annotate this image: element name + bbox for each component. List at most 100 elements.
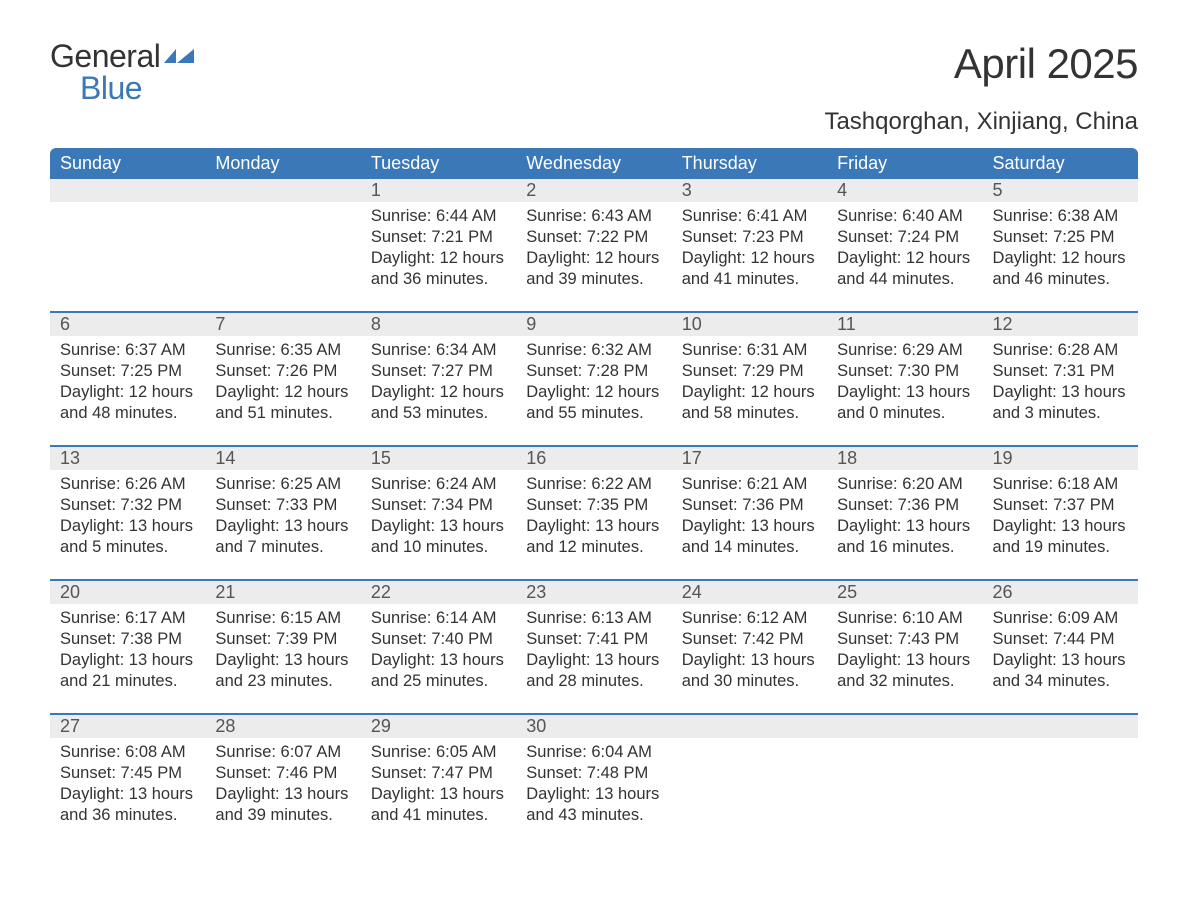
logo-word-2: Blue [80,72,194,104]
sunrise-text: Sunrise: 6:04 AM [526,742,661,763]
sunset-text: Sunset: 7:25 PM [993,227,1128,248]
sunset-text: Sunset: 7:31 PM [993,361,1128,382]
sunrise-text: Sunrise: 6:35 AM [215,340,350,361]
daylight-text: Daylight: 12 hours and 58 minutes. [682,382,817,424]
day-number-cell: 5 [983,179,1138,202]
day-details-cell: Sunrise: 6:10 AMSunset: 7:43 PMDaylight:… [827,604,982,714]
sunrise-text: Sunrise: 6:22 AM [526,474,661,495]
sunrise-text: Sunrise: 6:20 AM [837,474,972,495]
sunrise-text: Sunrise: 6:09 AM [993,608,1128,629]
day-details-cell: Sunrise: 6:22 AMSunset: 7:35 PMDaylight:… [516,470,671,580]
week-daynum-row: 13141516171819 [50,446,1138,470]
sunset-text: Sunset: 7:27 PM [371,361,506,382]
day-number-cell: 25 [827,580,982,604]
day-details-cell [50,202,205,312]
sunrise-text: Sunrise: 6:43 AM [526,206,661,227]
sunrise-text: Sunrise: 6:14 AM [371,608,506,629]
daylight-text: Daylight: 13 hours and 0 minutes. [837,382,972,424]
sunrise-text: Sunrise: 6:18 AM [993,474,1128,495]
day-number-cell: 9 [516,312,671,336]
day-details-cell [827,738,982,848]
day-details-cell: Sunrise: 6:28 AMSunset: 7:31 PMDaylight:… [983,336,1138,446]
week-daynum-row: 27282930 [50,714,1138,738]
day-number-cell: 4 [827,179,982,202]
day-number-cell: 7 [205,312,360,336]
week-details-row: Sunrise: 6:44 AMSunset: 7:21 PMDaylight:… [50,202,1138,312]
day-number-cell: 2 [516,179,671,202]
daylight-text: Daylight: 12 hours and 41 minutes. [682,248,817,290]
week-details-row: Sunrise: 6:08 AMSunset: 7:45 PMDaylight:… [50,738,1138,848]
sunset-text: Sunset: 7:39 PM [215,629,350,650]
sunset-text: Sunset: 7:21 PM [371,227,506,248]
sunset-text: Sunset: 7:48 PM [526,763,661,784]
location-subtitle: Tashqorghan, Xinjiang, China [50,108,1138,136]
day-number-cell: 19 [983,446,1138,470]
sunset-text: Sunset: 7:29 PM [682,361,817,382]
day-details-cell [672,738,827,848]
sunset-text: Sunset: 7:47 PM [371,763,506,784]
sunset-text: Sunset: 7:22 PM [526,227,661,248]
daylight-text: Daylight: 13 hours and 43 minutes. [526,784,661,826]
day-header: Tuesday [361,148,516,179]
sunrise-text: Sunrise: 6:08 AM [60,742,195,763]
sunrise-text: Sunrise: 6:28 AM [993,340,1128,361]
sunrise-text: Sunrise: 6:40 AM [837,206,972,227]
sunrise-text: Sunrise: 6:07 AM [215,742,350,763]
sunrise-text: Sunrise: 6:37 AM [60,340,195,361]
day-details-cell: Sunrise: 6:05 AMSunset: 7:47 PMDaylight:… [361,738,516,848]
daylight-text: Daylight: 13 hours and 41 minutes. [371,784,506,826]
sunrise-text: Sunrise: 6:38 AM [993,206,1128,227]
sunset-text: Sunset: 7:44 PM [993,629,1128,650]
day-details-cell: Sunrise: 6:31 AMSunset: 7:29 PMDaylight:… [672,336,827,446]
day-header-row: Sunday Monday Tuesday Wednesday Thursday… [50,148,1138,179]
day-number-cell: 17 [672,446,827,470]
day-details-cell: Sunrise: 6:34 AMSunset: 7:27 PMDaylight:… [361,336,516,446]
week-daynum-row: 20212223242526 [50,580,1138,604]
day-number-cell: 8 [361,312,516,336]
day-details-cell: Sunrise: 6:09 AMSunset: 7:44 PMDaylight:… [983,604,1138,714]
day-number-cell: 29 [361,714,516,738]
sunset-text: Sunset: 7:26 PM [215,361,350,382]
week-daynum-row: 12345 [50,179,1138,202]
month-title: April 2025 [954,40,1138,88]
sunrise-text: Sunrise: 6:05 AM [371,742,506,763]
sunrise-text: Sunrise: 6:31 AM [682,340,817,361]
day-details-cell: Sunrise: 6:38 AMSunset: 7:25 PMDaylight:… [983,202,1138,312]
day-number-cell: 23 [516,580,671,604]
daylight-text: Daylight: 13 hours and 25 minutes. [371,650,506,692]
sunset-text: Sunset: 7:30 PM [837,361,972,382]
day-details-cell: Sunrise: 6:13 AMSunset: 7:41 PMDaylight:… [516,604,671,714]
week-daynum-row: 6789101112 [50,312,1138,336]
day-details-cell: Sunrise: 6:40 AMSunset: 7:24 PMDaylight:… [827,202,982,312]
sunset-text: Sunset: 7:28 PM [526,361,661,382]
daylight-text: Daylight: 13 hours and 10 minutes. [371,516,506,558]
sunrise-text: Sunrise: 6:26 AM [60,474,195,495]
day-number-cell: 14 [205,446,360,470]
day-number-cell: 1 [361,179,516,202]
day-details-cell: Sunrise: 6:15 AMSunset: 7:39 PMDaylight:… [205,604,360,714]
day-header: Friday [827,148,982,179]
sunset-text: Sunset: 7:41 PM [526,629,661,650]
day-number-cell: 22 [361,580,516,604]
sunset-text: Sunset: 7:46 PM [215,763,350,784]
day-number-cell: 26 [983,580,1138,604]
sunset-text: Sunset: 7:42 PM [682,629,817,650]
daylight-text: Daylight: 12 hours and 36 minutes. [371,248,506,290]
day-details-cell: Sunrise: 6:44 AMSunset: 7:21 PMDaylight:… [361,202,516,312]
day-details-cell: Sunrise: 6:43 AMSunset: 7:22 PMDaylight:… [516,202,671,312]
day-details-cell: Sunrise: 6:35 AMSunset: 7:26 PMDaylight:… [205,336,360,446]
day-details-cell: Sunrise: 6:37 AMSunset: 7:25 PMDaylight:… [50,336,205,446]
daylight-text: Daylight: 12 hours and 44 minutes. [837,248,972,290]
sunrise-text: Sunrise: 6:25 AM [215,474,350,495]
day-details-cell: Sunrise: 6:04 AMSunset: 7:48 PMDaylight:… [516,738,671,848]
daylight-text: Daylight: 13 hours and 30 minutes. [682,650,817,692]
sunset-text: Sunset: 7:40 PM [371,629,506,650]
daylight-text: Daylight: 13 hours and 7 minutes. [215,516,350,558]
day-details-cell: Sunrise: 6:18 AMSunset: 7:37 PMDaylight:… [983,470,1138,580]
sunset-text: Sunset: 7:37 PM [993,495,1128,516]
sunrise-text: Sunrise: 6:32 AM [526,340,661,361]
daylight-text: Daylight: 13 hours and 23 minutes. [215,650,350,692]
day-number-cell: 20 [50,580,205,604]
day-details-cell: Sunrise: 6:07 AMSunset: 7:46 PMDaylight:… [205,738,360,848]
day-header: Wednesday [516,148,671,179]
